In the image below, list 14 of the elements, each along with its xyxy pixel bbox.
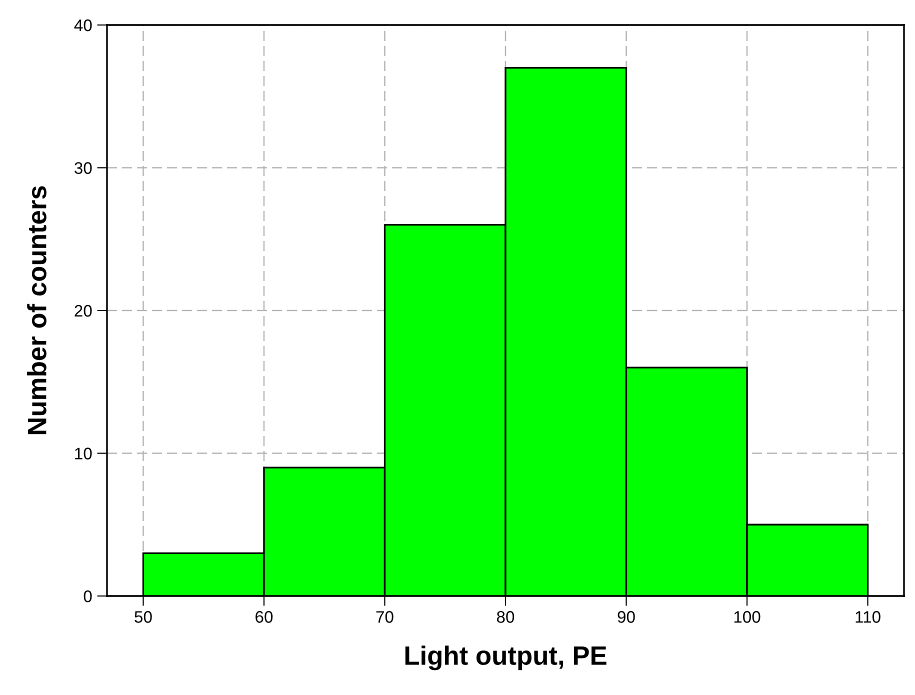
y-tick-label: 20 <box>74 304 92 317</box>
x-axis-title: Light output, PE <box>405 646 606 670</box>
x-tick-label: 110 <box>856 611 880 623</box>
y-tick-label: 30 <box>74 162 92 174</box>
x-tick-label: 50 <box>134 611 152 623</box>
y-axis-title: Number of counters <box>27 186 46 434</box>
y-tick-label: 10 <box>75 448 92 460</box>
x-tick-label: 60 <box>256 611 273 623</box>
y-tick-label: 0 <box>84 590 92 602</box>
x-tick-label: 90 <box>618 611 635 623</box>
y-tick-label: 40 <box>74 19 92 32</box>
x-tick-label: 80 <box>496 611 514 623</box>
x-tick-label: 70 <box>376 611 394 623</box>
x-tick-label: 100 <box>734 611 760 623</box>
